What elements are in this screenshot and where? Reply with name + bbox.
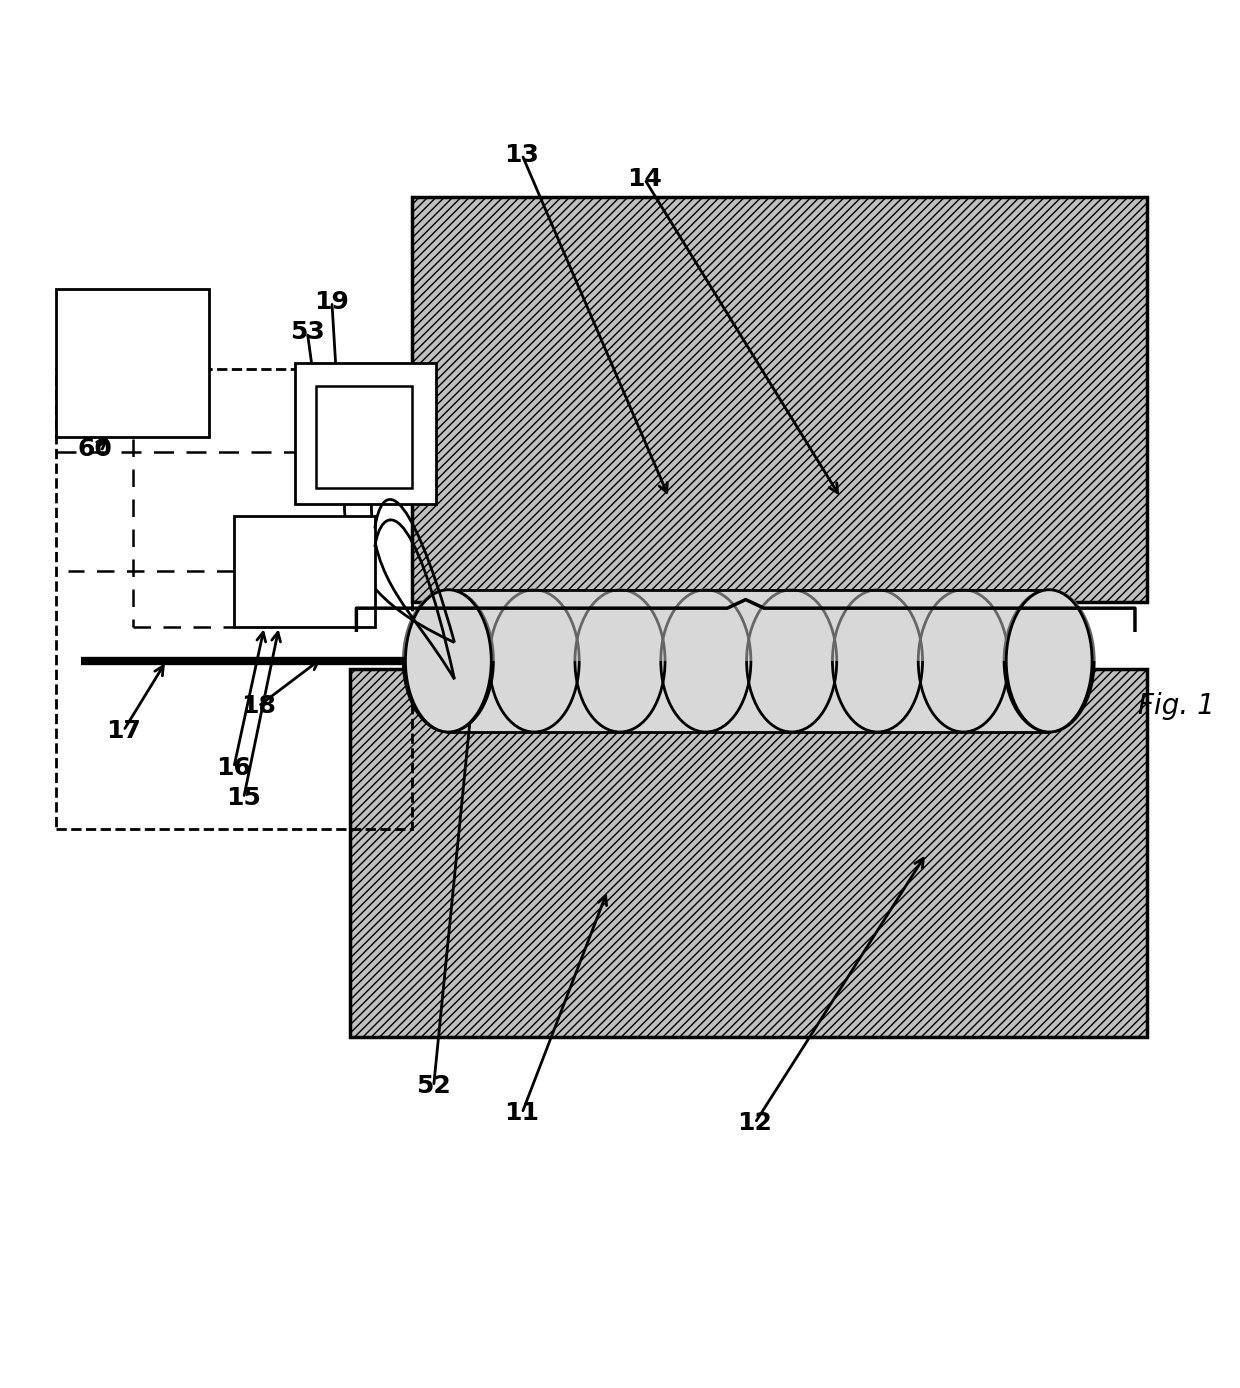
Ellipse shape — [405, 590, 491, 731]
Ellipse shape — [1006, 590, 1092, 731]
Text: Fig. 1: Fig. 1 — [1138, 693, 1215, 720]
FancyBboxPatch shape — [449, 590, 1049, 731]
Bar — [234, 516, 374, 626]
Text: 18: 18 — [241, 694, 275, 718]
Text: 12: 12 — [738, 1112, 773, 1135]
Bar — [56, 289, 210, 436]
Text: 16: 16 — [216, 755, 252, 780]
Text: 15: 15 — [226, 786, 262, 811]
Bar — [350, 669, 1147, 1037]
Text: 60: 60 — [78, 437, 113, 461]
Bar — [295, 362, 436, 504]
Bar — [412, 197, 1147, 602]
Text: 52: 52 — [417, 1074, 451, 1098]
Text: 17: 17 — [105, 719, 141, 743]
Text: 53: 53 — [290, 321, 325, 344]
Bar — [56, 369, 412, 829]
Text: 14: 14 — [627, 167, 662, 192]
Text: 11: 11 — [505, 1101, 539, 1126]
Bar — [316, 386, 412, 489]
Text: 13: 13 — [505, 143, 539, 167]
Text: 19: 19 — [315, 290, 350, 314]
